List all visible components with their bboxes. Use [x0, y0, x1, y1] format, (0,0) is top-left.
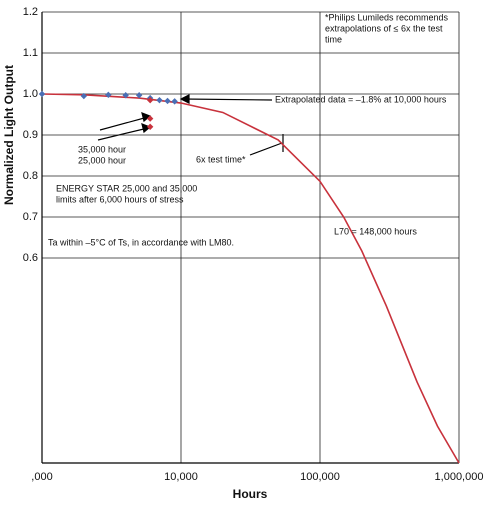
annotation: 6x test time* [196, 154, 246, 164]
y-tick-label: 1.0 [23, 88, 38, 100]
data-point [122, 92, 129, 99]
data-point [164, 97, 171, 105]
data-point [156, 96, 163, 104]
data-point [135, 92, 143, 99]
y-tick-label: 0.6 [23, 252, 38, 264]
arrows [97, 94, 284, 156]
annotation: time [325, 34, 342, 44]
x-axis-title: Hours [233, 487, 268, 501]
arrow-head [141, 123, 152, 134]
arrow [182, 98, 273, 101]
annotation: L70 = 148,000 hours [334, 226, 417, 236]
y-tick-label: 1.2 [23, 6, 38, 18]
arrow-head [179, 94, 190, 104]
y-tick-label: 1.1 [23, 47, 38, 59]
data-point [146, 123, 154, 130]
data-point [171, 98, 178, 105]
annotation: ENERGY STAR 25,000 and 35,000 [56, 183, 197, 193]
x-tick-label: 100,000 [300, 471, 340, 483]
x-tick-label: 1,000,000 [435, 471, 484, 483]
annotation: extrapolations of ≤ 6x the test [325, 23, 443, 33]
annotation: 25,000 hour [78, 155, 126, 165]
annotation: Extrapolated data = –1.8% at 10,000 hour… [275, 94, 447, 104]
data-point [146, 96, 154, 104]
x-tick-label: 10,000 [164, 471, 198, 483]
annotation: 35,000 hour [78, 144, 126, 154]
arrow-head [141, 112, 152, 123]
y-axis-title: Normalized Light Output [2, 65, 16, 205]
data-point [80, 92, 88, 100]
y-tick-label: 0.8 [23, 170, 38, 182]
data-point [105, 91, 112, 99]
y-tick-label: 0.9 [23, 129, 38, 141]
arrow [99, 116, 149, 131]
annotation: limits after 6,000 hours of stress [56, 194, 184, 204]
data-point [38, 90, 46, 98]
data-point [146, 115, 154, 122]
y-tick-label: 0.7 [23, 211, 38, 223]
x-tick-label: ,000 [31, 471, 52, 483]
arrow [249, 142, 283, 156]
annotation: *Philips Lumileds recommends [325, 12, 449, 22]
annotation: Ta within –5°C of Ts, in accordance with… [48, 237, 234, 247]
arrow [97, 127, 149, 141]
